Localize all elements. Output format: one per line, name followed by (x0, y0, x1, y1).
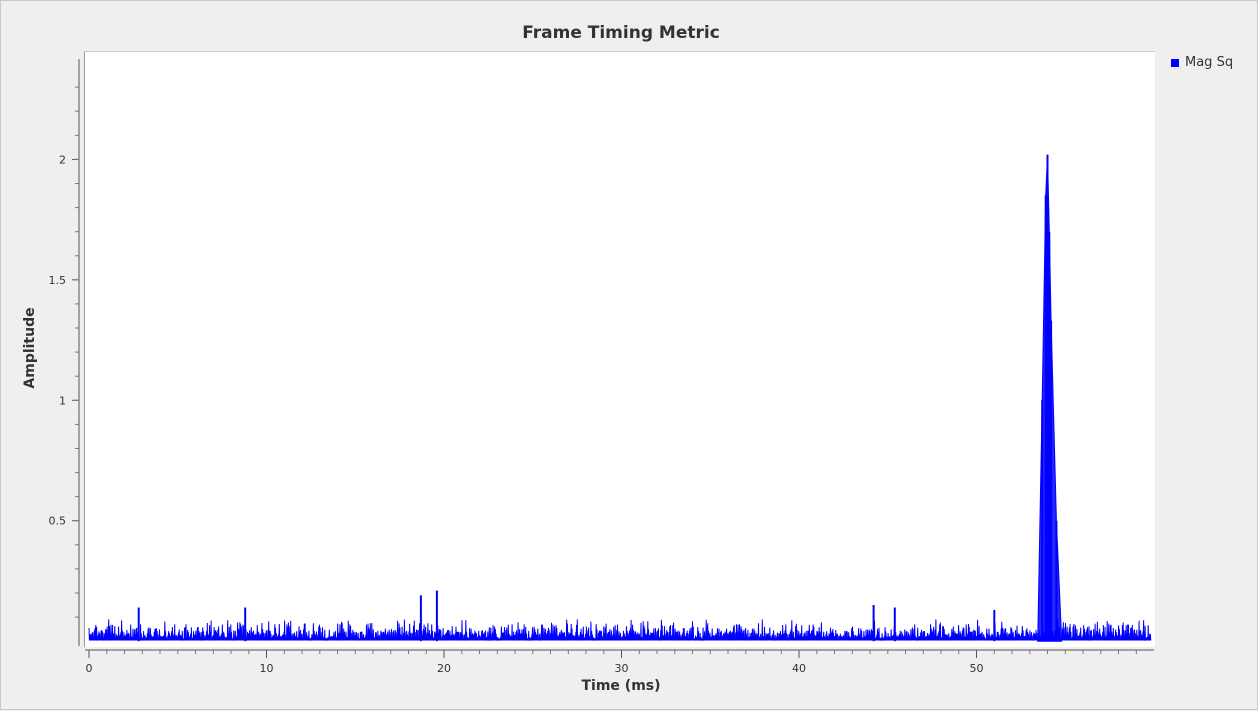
signal-trace-layer (88, 154, 1152, 642)
y-tick-label: 1 (59, 394, 66, 407)
axes-layer: 0.511.520 10 20 30 40 50 (49, 59, 1154, 675)
x-tick-label: 10 (260, 662, 274, 675)
main-peak-area (1037, 154, 1063, 642)
x-tick-label: 40 (792, 662, 806, 675)
plot-canvas[interactable] (84, 51, 1155, 647)
legend[interactable]: Mag Sq (1171, 55, 1233, 70)
noise-floor-trace (88, 619, 1152, 641)
y-tick-label: 0.5 (49, 515, 67, 528)
legend-swatch-mag-sq (1171, 58, 1179, 67)
chart-title: Frame Timing Metric (522, 23, 720, 43)
x-axis-label: Time (ms) (581, 678, 661, 694)
y-tick-label: 1.5 (49, 274, 67, 287)
legend-label-mag-sq: Mag Sq (1185, 55, 1234, 70)
x-tick-label: 30 (615, 662, 629, 675)
y-axis-label: Amplitude (22, 307, 38, 389)
x-tick-label: 20 (437, 662, 451, 675)
y-tick-label: 2 (59, 153, 66, 166)
x-tick-label: 50 (970, 662, 984, 675)
x-tick-label: 0 (86, 662, 93, 675)
